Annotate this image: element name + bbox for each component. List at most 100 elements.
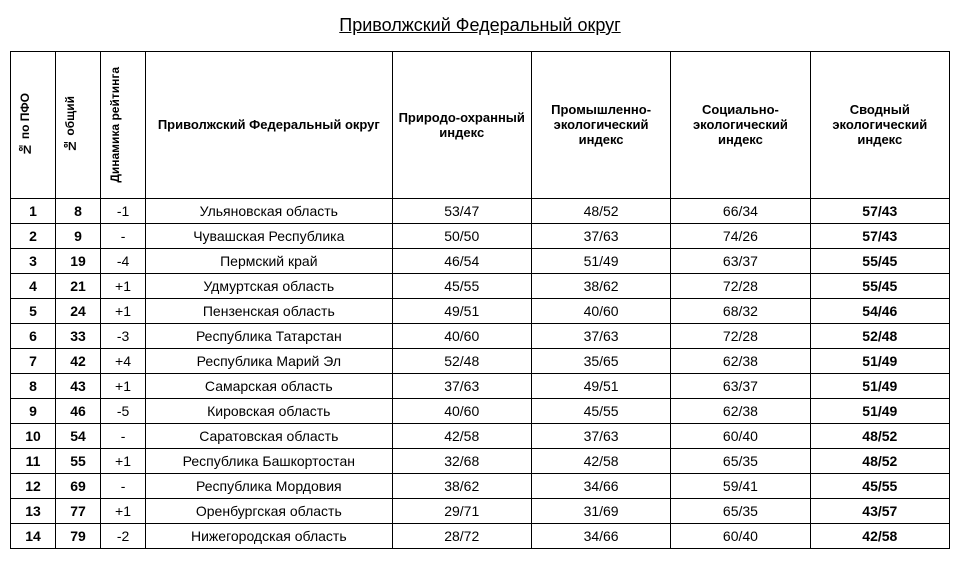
cell-social_index: 63/37: [671, 248, 810, 273]
cell-summary_index: 55/45: [810, 248, 949, 273]
cell-summary_index: 51/49: [810, 348, 949, 373]
header-industry-index: Промышленно-экологический индекс: [531, 52, 670, 199]
cell-region: Республика Башкортостан: [146, 448, 393, 473]
cell-industry_index: 34/66: [531, 523, 670, 548]
cell-social_index: 66/34: [671, 198, 810, 223]
cell-social_index: 65/35: [671, 498, 810, 523]
header-rank-pfo: № по ПФО: [11, 52, 56, 199]
cell-dynamics: +1: [101, 273, 146, 298]
cell-nature_index: 28/72: [392, 523, 531, 548]
cell-industry_index: 51/49: [531, 248, 670, 273]
cell-industry_index: 37/63: [531, 323, 670, 348]
cell-rank_total: 46: [56, 398, 101, 423]
table-row: 742+4Республика Марий Эл52/4835/6562/385…: [11, 348, 950, 373]
table-row: 946-5Кировская область40/6045/5562/3851/…: [11, 398, 950, 423]
table-row: 1377+1Оренбургская область29/7131/6965/3…: [11, 498, 950, 523]
cell-dynamics: +1: [101, 298, 146, 323]
cell-summary_index: 54/46: [810, 298, 949, 323]
cell-rank_pfo: 1: [11, 198, 56, 223]
cell-region: Пермский край: [146, 248, 393, 273]
cell-dynamics: -4: [101, 248, 146, 273]
table-row: 421+1Удмуртская область45/5538/6272/2855…: [11, 273, 950, 298]
table-body: 18-1Ульяновская область53/4748/5266/3457…: [11, 198, 950, 548]
cell-rank_pfo: 11: [11, 448, 56, 473]
cell-region: Чувашская Республика: [146, 223, 393, 248]
cell-rank_total: 69: [56, 473, 101, 498]
table-row: 18-1Ульяновская область53/4748/5266/3457…: [11, 198, 950, 223]
cell-rank_total: 42: [56, 348, 101, 373]
cell-dynamics: +4: [101, 348, 146, 373]
table-row: 633-3Республика Татарстан40/6037/6372/28…: [11, 323, 950, 348]
cell-nature_index: 38/62: [392, 473, 531, 498]
cell-region: Нижегородская область: [146, 523, 393, 548]
header-region: Приволжский Федеральный округ: [146, 52, 393, 199]
cell-social_index: 60/40: [671, 423, 810, 448]
table-row: 1479-2Нижегородская область28/7234/6660/…: [11, 523, 950, 548]
cell-rank_total: 19: [56, 248, 101, 273]
cell-rank_pfo: 10: [11, 423, 56, 448]
cell-rank_pfo: 6: [11, 323, 56, 348]
cell-rank_total: 43: [56, 373, 101, 398]
cell-nature_index: 29/71: [392, 498, 531, 523]
table-row: 1054-Саратовская область42/5837/6360/404…: [11, 423, 950, 448]
cell-region: Пензенская область: [146, 298, 393, 323]
cell-industry_index: 34/66: [531, 473, 670, 498]
cell-social_index: 62/38: [671, 398, 810, 423]
cell-rank_pfo: 12: [11, 473, 56, 498]
cell-dynamics: +1: [101, 498, 146, 523]
cell-summary_index: 42/58: [810, 523, 949, 548]
cell-summary_index: 48/52: [810, 448, 949, 473]
header-social-index: Социально-экологический индекс: [671, 52, 810, 199]
cell-rank_pfo: 3: [11, 248, 56, 273]
cell-dynamics: +1: [101, 448, 146, 473]
cell-rank_total: 21: [56, 273, 101, 298]
cell-dynamics: -5: [101, 398, 146, 423]
cell-social_index: 72/28: [671, 273, 810, 298]
cell-summary_index: 57/43: [810, 198, 949, 223]
cell-rank_total: 33: [56, 323, 101, 348]
cell-dynamics: +1: [101, 373, 146, 398]
cell-region: Удмуртская область: [146, 273, 393, 298]
cell-rank_total: 54: [56, 423, 101, 448]
cell-nature_index: 50/50: [392, 223, 531, 248]
cell-rank_pfo: 7: [11, 348, 56, 373]
cell-industry_index: 45/55: [531, 398, 670, 423]
cell-summary_index: 51/49: [810, 398, 949, 423]
cell-nature_index: 42/58: [392, 423, 531, 448]
cell-region: Ульяновская область: [146, 198, 393, 223]
cell-rank_pfo: 5: [11, 298, 56, 323]
cell-summary_index: 43/57: [810, 498, 949, 523]
header-summary-index: Сводный экологический индекс: [810, 52, 949, 199]
cell-rank_total: 8: [56, 198, 101, 223]
cell-summary_index: 55/45: [810, 273, 949, 298]
cell-industry_index: 49/51: [531, 373, 670, 398]
table-header-row: № по ПФО № общий Динамика рейтинга Приво…: [11, 52, 950, 199]
cell-summary_index: 45/55: [810, 473, 949, 498]
cell-rank_pfo: 2: [11, 223, 56, 248]
cell-dynamics: -: [101, 423, 146, 448]
cell-summary_index: 48/52: [810, 423, 949, 448]
table-row: 843+1Самарская область37/6349/5163/3751/…: [11, 373, 950, 398]
header-dynamics: Динамика рейтинга: [101, 52, 146, 199]
cell-region: Республика Марий Эл: [146, 348, 393, 373]
cell-rank_pfo: 14: [11, 523, 56, 548]
cell-rank_pfo: 8: [11, 373, 56, 398]
table-row: 319-4Пермский край46/5451/4963/3755/45: [11, 248, 950, 273]
cell-social_index: 72/28: [671, 323, 810, 348]
cell-dynamics: -3: [101, 323, 146, 348]
cell-industry_index: 37/63: [531, 223, 670, 248]
cell-social_index: 63/37: [671, 373, 810, 398]
cell-rank_total: 79: [56, 523, 101, 548]
table-row: 1155+1Республика Башкортостан32/6842/586…: [11, 448, 950, 473]
cell-nature_index: 40/60: [392, 323, 531, 348]
cell-region: Республика Мордовия: [146, 473, 393, 498]
cell-nature_index: 53/47: [392, 198, 531, 223]
cell-rank_total: 24: [56, 298, 101, 323]
cell-nature_index: 46/54: [392, 248, 531, 273]
table-row: 524+1Пензенская область49/5140/6068/3254…: [11, 298, 950, 323]
cell-nature_index: 32/68: [392, 448, 531, 473]
cell-nature_index: 45/55: [392, 273, 531, 298]
cell-social_index: 60/40: [671, 523, 810, 548]
cell-nature_index: 37/63: [392, 373, 531, 398]
table-row: 1269-Республика Мордовия38/6234/6659/414…: [11, 473, 950, 498]
